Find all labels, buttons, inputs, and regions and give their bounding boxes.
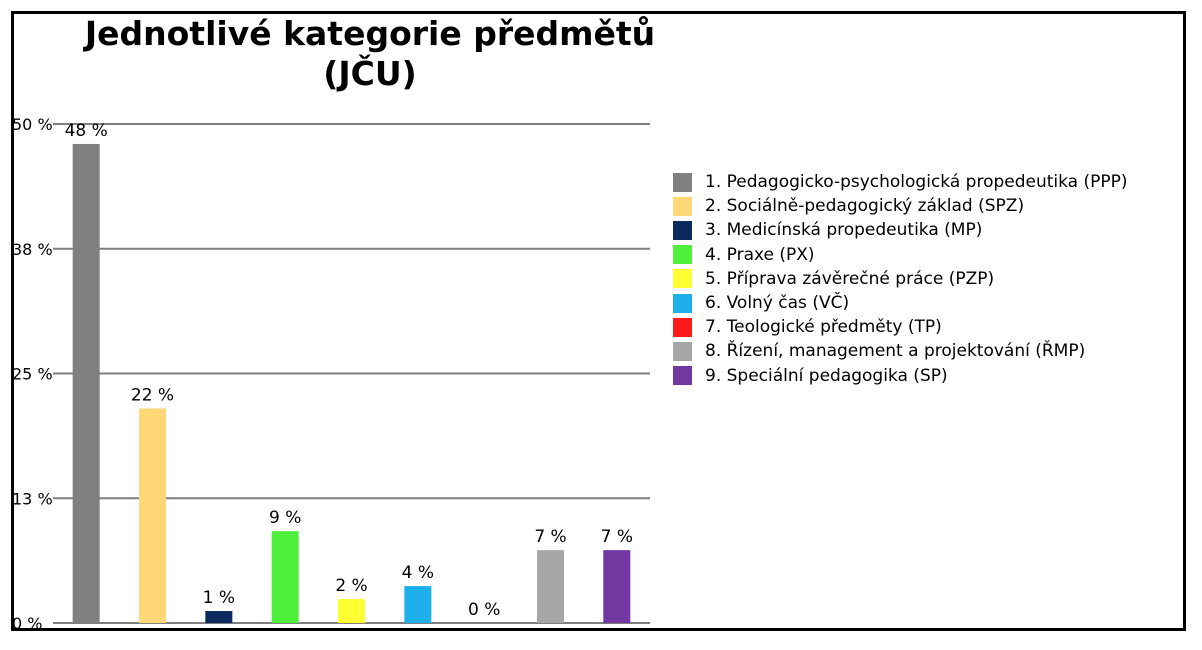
data-label: 48 % <box>65 121 108 141</box>
chart-title-line-1: Jednotlivé kategorie předmětů <box>84 14 656 53</box>
legend-swatch <box>673 220 692 240</box>
legend-label: 5. Příprava závěrečné práce (PZP) <box>705 268 995 289</box>
bar <box>72 143 100 623</box>
legend-label: 2. Sociálně-pedagogický základ (SPZ) <box>705 196 1025 217</box>
legend-swatch <box>673 172 692 192</box>
y-tick-label: 50 % <box>12 115 53 134</box>
legend-item: 3. Medicínská propedeutika (MP) <box>673 218 1128 242</box>
legend-swatch <box>673 341 692 361</box>
y-tick-label: 0 % <box>12 614 42 633</box>
chart-legend: 1. Pedagogicko-psychologická propedeutik… <box>673 170 1128 388</box>
legend-item: 5. Příprava závěrečné práce (PZP) <box>673 267 1128 291</box>
legend-swatch <box>673 269 692 289</box>
data-label: 2 % <box>335 576 367 596</box>
data-label: 22 % <box>131 385 174 405</box>
bar <box>537 550 564 623</box>
legend-item: 8. Řízení, management a projektování (ŘM… <box>673 339 1128 363</box>
legend-swatch <box>673 317 692 337</box>
legend-swatch <box>673 196 692 216</box>
data-label: 4 % <box>402 563 434 583</box>
data-label: 9 % <box>269 508 301 528</box>
legend-label: 7. Teologické předměty (TP) <box>705 317 942 338</box>
chart-frame <box>11 11 1186 631</box>
data-label: 7 % <box>534 527 566 547</box>
data-label: 7 % <box>601 527 633 547</box>
legend-label: 9. Speciální pedagogika (SP) <box>705 365 948 386</box>
bar <box>404 586 432 623</box>
legend-item: 7. Teologické předměty (TP) <box>673 315 1128 339</box>
bar <box>139 408 166 623</box>
legend-item: 2. Sociálně-pedagogický základ (SPZ) <box>673 194 1128 218</box>
legend-swatch <box>673 366 692 386</box>
legend-label: 6. Volný čas (VČ) <box>705 293 850 314</box>
legend-label: 8. Řízení, management a projektování (ŘM… <box>705 341 1086 362</box>
legend-label: 1. Pedagogicko-psychologická propedeutik… <box>705 172 1128 193</box>
y-tick-label: 13 % <box>12 489 53 508</box>
bar <box>338 599 365 623</box>
bar <box>603 550 631 623</box>
y-tick-label: 25 % <box>12 365 53 384</box>
legend-label: 4. Praxe (PX) <box>705 244 815 265</box>
legend-item: 6. Volný čas (VČ) <box>673 291 1128 315</box>
legend-item: 4. Praxe (PX) <box>673 243 1128 267</box>
legend-swatch <box>673 293 692 313</box>
legend-swatch <box>673 245 692 265</box>
chart-title: Jednotlivé kategorie předmětů (JČU) <box>30 14 710 94</box>
data-label: 0 % <box>468 600 500 620</box>
bar <box>271 531 299 623</box>
bar <box>205 611 233 623</box>
legend-item: 1. Pedagogicko-psychologická propedeutik… <box>673 170 1128 194</box>
y-tick-label: 38 % <box>12 240 53 259</box>
data-label: 1 % <box>203 588 235 608</box>
chart-title-line-2: (JČU) <box>323 54 417 93</box>
legend-item: 9. Speciální pedagogika (SP) <box>673 364 1128 388</box>
legend-label: 3. Medicínská propedeutika (MP) <box>705 220 983 241</box>
